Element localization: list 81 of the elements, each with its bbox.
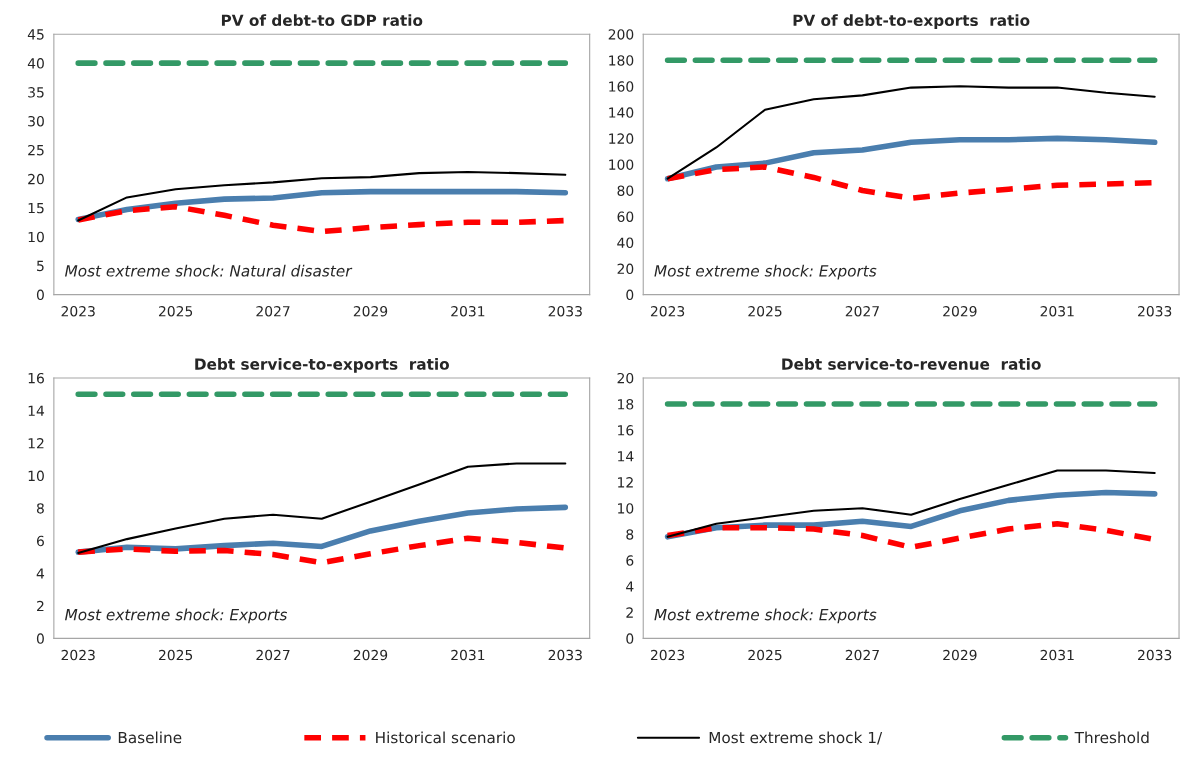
y-tick-label: 16 xyxy=(28,372,44,384)
y-tick-label: 200 xyxy=(608,29,634,40)
annotation: Most extreme shock: Natural disaster xyxy=(64,264,353,277)
y-tick-label: 180 xyxy=(609,55,634,66)
x-tick-label: 2025 xyxy=(158,649,193,661)
x-tick-label: 2023 xyxy=(61,305,95,317)
y-tick-label: 0 xyxy=(626,289,634,301)
y-tick-label: 120 xyxy=(609,133,634,144)
y-tick-label: 20 xyxy=(617,372,634,384)
x-tick-label: 2025 xyxy=(748,649,782,661)
x-tick-label: 2033 xyxy=(548,649,582,661)
y-tick-label: 20 xyxy=(28,173,44,185)
y-tick-label: 25 xyxy=(28,144,44,156)
x-tick-label: 2027 xyxy=(845,649,879,661)
x-tick-label: 2023 xyxy=(61,649,95,661)
y-tick-label: 12 xyxy=(28,438,44,449)
y-tick-label: 18 xyxy=(618,398,634,410)
chart-title: PV of debt-to GDP ratio xyxy=(221,14,423,27)
y-tick-label: 0 xyxy=(626,633,634,644)
x-tick-label: 2031 xyxy=(451,649,485,661)
y-tick-label: 10 xyxy=(28,231,44,243)
y-tick-label: 10 xyxy=(618,503,634,514)
chart-title: Debt service-to-exports ratio xyxy=(195,358,449,373)
x-tick-label: 2033 xyxy=(1138,649,1172,661)
y-tick-label: 4 xyxy=(36,568,45,579)
x-tick-label: 2029 xyxy=(943,649,977,661)
y-tick-label: 80 xyxy=(617,185,634,196)
y-tick-label: 10 xyxy=(28,470,44,482)
x-tick-label: 2031 xyxy=(1040,649,1074,661)
chart-title: Debt service-to-revenue ratio xyxy=(782,358,1041,370)
y-tick-label: 4 xyxy=(626,581,634,592)
y-tick-label: 60 xyxy=(617,211,634,222)
x-tick-label: 2033 xyxy=(548,305,582,317)
x-tick-label: 2031 xyxy=(1040,305,1074,317)
y-tick-label: 140 xyxy=(609,107,634,118)
legend-label: Threshold xyxy=(1074,731,1149,744)
x-tick-label: 2027 xyxy=(845,305,879,317)
y-tick-label: 12 xyxy=(618,477,633,488)
x-tick-label: 2029 xyxy=(353,305,388,317)
x-tick-label: 2033 xyxy=(1138,305,1172,317)
y-tick-label: 15 xyxy=(28,202,44,214)
x-tick-label: 2025 xyxy=(158,305,193,317)
legend-label: Most extreme shock 1/ xyxy=(709,731,883,745)
y-tick-label: 6 xyxy=(626,555,634,566)
x-tick-label: 2025 xyxy=(748,305,782,317)
line-series xyxy=(77,462,567,554)
y-tick-label: 0 xyxy=(36,289,44,301)
x-tick-label: 2029 xyxy=(943,305,977,317)
y-tick-label: 16 xyxy=(618,425,634,436)
line-series xyxy=(666,85,1156,180)
y-tick-label: 2 xyxy=(37,600,44,612)
y-tick-label: 14 xyxy=(28,405,45,416)
x-tick-label: 2031 xyxy=(451,305,485,317)
y-tick-label: 14 xyxy=(618,451,634,462)
y-tick-label: 45 xyxy=(27,29,44,40)
x-tick-label: 2023 xyxy=(650,305,685,317)
y-tick-label: 30 xyxy=(28,115,44,127)
y-tick-label: 8 xyxy=(626,529,634,540)
annotation: Most extreme shock: Exports xyxy=(654,264,877,280)
y-tick-label: 35 xyxy=(28,87,44,98)
chart-title: PV of debt-to-exports ratio xyxy=(793,14,1030,30)
y-tick-label: 40 xyxy=(617,237,634,249)
y-tick-label: 160 xyxy=(609,81,634,92)
x-tick-label: 2023 xyxy=(650,649,685,661)
y-tick-label: 20 xyxy=(617,263,634,275)
y-tick-label: 5 xyxy=(37,260,44,272)
y-tick-label: 100 xyxy=(609,159,634,170)
x-tick-label: 2029 xyxy=(353,649,388,661)
y-tick-label: 0 xyxy=(36,633,44,644)
y-tick-label: 2 xyxy=(626,607,633,618)
line-series xyxy=(77,170,567,222)
x-tick-label: 2027 xyxy=(256,305,290,317)
line-series xyxy=(666,469,1156,538)
y-tick-label: 8 xyxy=(36,503,44,514)
annotation: Most extreme shock: Exports xyxy=(654,608,877,624)
legend-label: Baseline xyxy=(118,731,182,744)
y-tick-label: 40 xyxy=(27,58,44,69)
x-tick-label: 2027 xyxy=(256,649,290,661)
legend-label: Historical scenario xyxy=(376,731,515,744)
y-tick-label: 6 xyxy=(36,535,44,547)
annotation: Most extreme shock: Exports xyxy=(64,608,288,624)
